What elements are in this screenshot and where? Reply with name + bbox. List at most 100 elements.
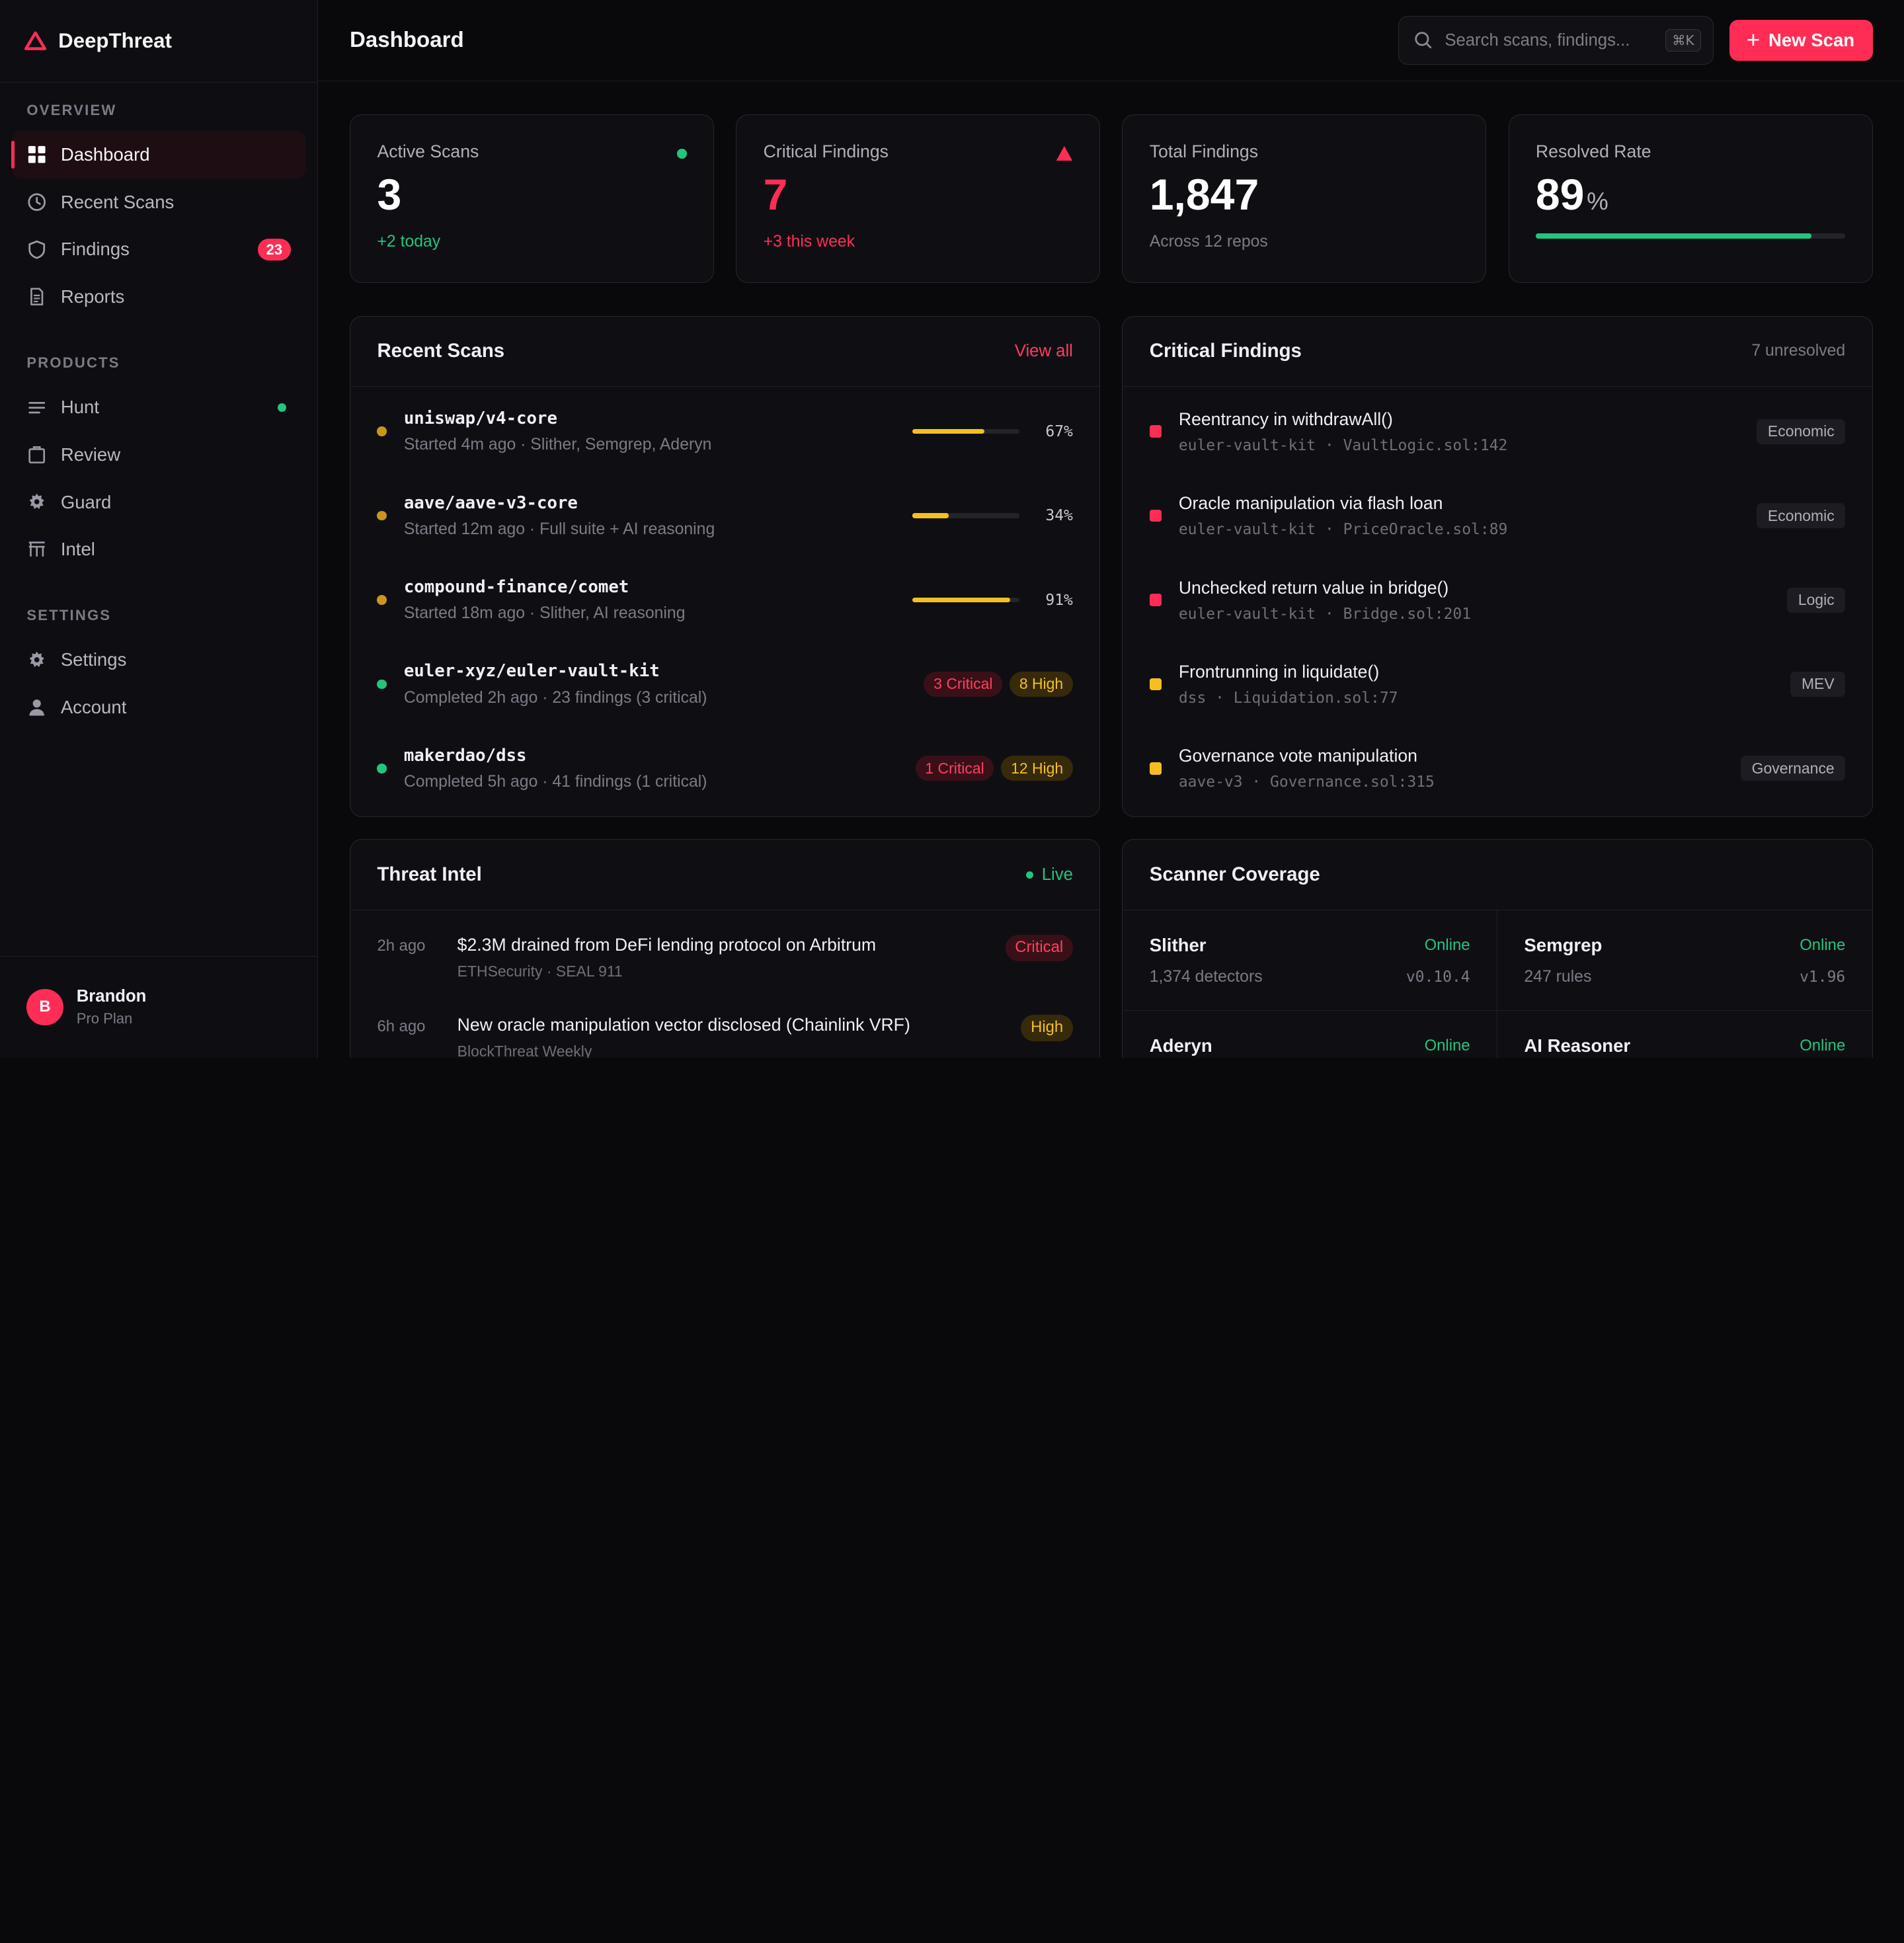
sidebar-item-findings[interactable]: Findings 23 [12,226,305,274]
stat-card-total-findings[interactable]: Total Findings 1,847 Across 12 repos [1122,114,1487,283]
finding-repo: euler-vault-kit [1178,436,1316,454]
panel-header: Scanner Coverage [1123,840,1872,910]
new-scan-button[interactable]: + New Scan [1729,19,1873,61]
scan-status-dot [377,510,387,521]
search-icon [1414,32,1431,49]
finding-title: Unchecked return value in bridge() [1178,577,1449,598]
scan-repo-name: uniswap/v4-core [403,409,557,429]
scanner-card[interactable]: Aderyn Online [1123,1011,1497,1058]
finding-row[interactable]: Oracle manipulation via flash loan euler… [1123,473,1872,557]
finding-info: Oracle manipulation via flash loan euler… [1179,493,1757,538]
scanner-name: AI Reasoner [1524,1035,1631,1056]
sidebar-item-intel[interactable]: Intel [12,526,305,573]
sidebar-item-guard[interactable]: Guard [12,479,305,526]
clipboard-icon [26,444,47,465]
finding-repo: euler-vault-kit [1178,521,1316,539]
sidebar-item-reports[interactable]: Reports [12,273,305,321]
intel-row[interactable]: 6h ago New oracle manipulation vector di… [350,990,1099,1058]
sidebar-item-review[interactable]: Review [12,431,305,479]
scan-status-dot [377,426,387,436]
scan-info: aave/aave-v3-core Started 12m ago · Full… [404,493,913,539]
severity-indicator [1149,762,1162,775]
scan-row[interactable]: makerdao/dss Completed 5h ago · 41 findi… [350,727,1099,811]
scanner-card[interactable]: AI Reasoner Online [1497,1011,1872,1058]
sidebar-item-label: Dashboard [60,144,150,165]
scan-status-dot [377,595,387,605]
finding-row[interactable]: Frontrunning in liquidate() dss · Liquid… [1123,642,1872,726]
critical-count-pill: 1 Critical [915,756,994,781]
stat-card-resolved-rate[interactable]: Resolved Rate 89% [1508,114,1873,283]
live-status-dot [277,403,286,412]
finding-category-tag: Logic [1787,587,1846,613]
sidebar-item-settings[interactable]: Settings [12,636,305,684]
stat-value: 3 [377,170,402,219]
scanner-status: Online [1800,1037,1846,1055]
intel-time: 6h ago [377,1017,426,1035]
scan-repo-name: aave/aave-v3-core [403,493,578,513]
main-area: Dashboard ⌘K + New Scan Active Scans 3 +… [318,0,1904,1058]
nav-settings: SETTINGS Settings Account [0,604,317,731]
scan-info: makerdao/dss Completed 5h ago · 41 findi… [404,746,908,791]
finding-category-tag: MEV [1790,671,1846,697]
finding-location: aave-v3 · Governance.sol:315 [1178,773,1435,791]
scanner-detail: 247 rules [1524,968,1592,986]
scanner-card-bottom: 1,374 detectors v0.10.4 [1150,968,1470,986]
scan-row[interactable]: euler-xyz/euler-vault-kit Completed 2h a… [350,642,1099,726]
view-all-link[interactable]: View all [1014,341,1073,360]
sidebar-item-recent-scans[interactable]: Recent Scans [12,178,305,226]
severity-indicator [1149,425,1162,438]
active-status-dot [677,149,687,159]
scanner-status: Online [1800,935,1846,954]
scan-row[interactable]: compound-finance/comet Started 18m ago ·… [350,558,1099,642]
brand[interactable]: DeepThreat [0,0,318,83]
finding-file: Governance.sol:315 [1270,773,1435,791]
scan-info: uniswap/v4-core Started 4m ago · Slither… [404,409,913,454]
search-input[interactable] [1445,30,1666,50]
scan-info: compound-finance/comet Started 18m ago ·… [404,577,913,623]
top-bar: Dashboard ⌘K + New Scan [318,0,1904,82]
scanner-card[interactable]: Slither Online 1,374 detectors v0.10.4 [1123,910,1497,1011]
scan-progress-bar [912,513,1020,518]
intel-source: ETHSecurity · SEAL 911 [457,962,623,980]
panels-row-1: Recent Scans View all uniswap/v4-core St… [350,315,1873,818]
search-box[interactable]: ⌘K [1398,16,1714,65]
stat-card-critical-findings[interactable]: Critical Findings 7 +3 this week [736,114,1101,283]
scan-info: euler-xyz/euler-vault-kit Completed 2h a… [404,661,917,707]
finding-row[interactable]: Unchecked return value in bridge() euler… [1123,558,1872,642]
scanner-name: Semgrep [1524,934,1603,955]
panel-header: Recent Scans View all [350,317,1100,387]
stat-card-active-scans[interactable]: Active Scans 3 +2 today [350,114,715,283]
finding-row[interactable]: Governance vote manipulation aave-v3 · G… [1123,727,1872,811]
finding-row[interactable]: Reentrancy in withdrawAll() euler-vault-… [1123,389,1872,473]
finding-title: Frontrunning in liquidate() [1178,661,1380,682]
scan-status-dot [377,764,387,773]
lines-icon [26,397,47,418]
severity-badge: Critical [1005,934,1073,962]
sidebar-item-hunt[interactable]: Hunt [12,383,305,431]
brand-name: DeepThreat [58,28,172,52]
live-label: Live [1041,865,1073,884]
stat-value: 7 [763,170,788,219]
intel-row[interactable]: 2h ago $2.3M drained from DeFi lending p… [350,910,1099,990]
panel-title: Critical Findings [1149,340,1302,362]
finding-repo: dss [1178,690,1207,707]
new-scan-label: New Scan [1768,30,1855,51]
scan-status-dot [377,679,387,690]
stat-label: Critical Findings [763,141,889,162]
scanner-card[interactable]: Semgrep Online 247 rules v1.96 [1497,910,1872,1011]
scan-percent: 34% [1045,507,1073,525]
finding-category-tag: Governance [1741,756,1846,781]
panel-header: Critical Findings 7 unresolved [1123,317,1872,387]
user-profile[interactable]: B Brandon Pro Plan [0,955,318,1058]
scan-row[interactable]: uniswap/v4-core Started 4m ago · Slither… [350,389,1099,473]
intel-list: 2h ago $2.3M drained from DeFi lending p… [350,910,1099,1058]
severity-badge: High [1021,1014,1073,1042]
scan-progress-fill [912,597,1010,603]
scanner-grid: Slither Online 1,374 detectors v0.10.4 S… [1123,910,1872,1058]
sidebar-item-dashboard[interactable]: Dashboard [11,131,305,178]
scan-row[interactable]: aave/aave-v3-core Started 12m ago · Full… [350,473,1099,557]
sidebar-item-label: Recent Scans [60,191,175,212]
finding-location: euler-vault-kit · PriceOracle.sol:89 [1178,521,1508,539]
stat-subtext: Across 12 repos [1149,232,1268,251]
sidebar-item-account[interactable]: Account [12,684,305,731]
